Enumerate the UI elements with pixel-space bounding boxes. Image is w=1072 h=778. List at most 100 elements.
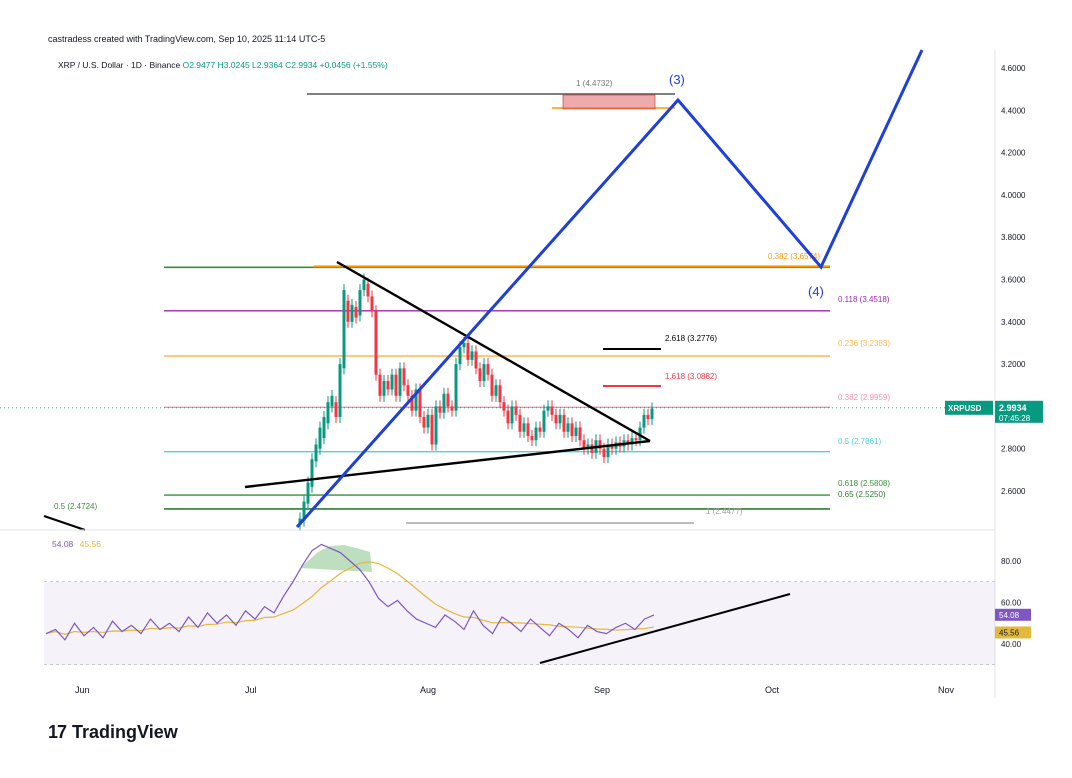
- candle-body: [486, 364, 490, 375]
- candle-body: [638, 427, 642, 441]
- price-tick-label: 4.0000: [1001, 191, 1026, 200]
- candle-body: [630, 438, 634, 445]
- candle-body: [522, 423, 526, 432]
- rsi-value-tag-label: 54.08: [999, 611, 1020, 620]
- extension-label: 2.618 (3.2776): [665, 334, 717, 343]
- rsi-tick-label: 40.00: [1001, 640, 1022, 649]
- candle-body: [570, 423, 574, 437]
- rsi-overbought-fill: [300, 545, 372, 572]
- rsi-legend: 54.08 45.56: [52, 539, 101, 549]
- candle-body: [322, 416, 326, 439]
- symbol-tag-label: XRPUSD: [948, 404, 982, 413]
- extension-label: 1.618 (3.0882): [665, 372, 717, 381]
- target-zone-box: [562, 94, 656, 110]
- symbol-tag-box: [945, 400, 993, 415]
- candle-body: [414, 389, 418, 411]
- price-tick-label: 3.8000: [1001, 233, 1026, 242]
- price-tick-label: 2.6000: [1001, 487, 1026, 496]
- price-tick-label: 4.6000: [1001, 64, 1026, 73]
- candle-body: [410, 395, 414, 411]
- candle-body: [374, 311, 378, 375]
- time-tick-label: Jun: [75, 685, 90, 695]
- trendline-fragment: [43, 515, 86, 531]
- price-tag-value: 2.9934: [999, 403, 1027, 413]
- rsi-ma-line: [45, 561, 655, 635]
- rsi-tick-label: 80.00: [1001, 557, 1022, 566]
- wave-label-3: (3): [669, 72, 685, 87]
- candle-body: [326, 402, 330, 424]
- candle-body: [598, 440, 602, 449]
- candle-body: [338, 364, 342, 417]
- candle-body: [386, 381, 390, 390]
- symbol-name: XRP / U.S. Dollar · 1D · Binance: [58, 60, 181, 70]
- fib-label: 0.65 (2.5250): [838, 490, 886, 499]
- candle-body: [646, 414, 650, 420]
- candle-body: [402, 368, 406, 386]
- candle-body: [606, 444, 610, 458]
- candle-body: [462, 342, 466, 348]
- candle-body: [610, 444, 614, 449]
- time-tick-label: Oct: [765, 685, 780, 695]
- candle-body: [434, 406, 438, 445]
- candle-body: [510, 406, 514, 424]
- candle-body: [602, 448, 606, 458]
- candle-body: [502, 402, 506, 411]
- candle-body: [454, 364, 458, 411]
- rsi-tick-label: 60.00: [1001, 599, 1022, 608]
- fib-label: 0.382 (3.6574): [768, 252, 820, 261]
- candle-body: [562, 414, 566, 432]
- price-tick-label: 3.4000: [1001, 318, 1026, 327]
- time-tick-label: Nov: [938, 685, 955, 695]
- candle-body: [586, 444, 590, 449]
- candle-body: [650, 408, 654, 420]
- candle-body: [490, 374, 494, 396]
- candle-body: [422, 416, 426, 428]
- candle-body: [418, 389, 422, 417]
- symbol-info: XRP / U.S. Dollar · 1D · Binance O2.9477…: [58, 60, 388, 70]
- candle-body: [554, 414, 558, 424]
- candle-body: [566, 423, 570, 432]
- candle-body: [542, 410, 546, 432]
- candle-body: [478, 368, 482, 382]
- candle-body: [466, 342, 470, 360]
- candle-body: [494, 385, 498, 396]
- candle-body: [474, 351, 478, 369]
- fib-label: 0.5 (2.7861): [838, 437, 881, 446]
- time-tick-label: Sep: [594, 685, 610, 695]
- candle-body: [306, 482, 310, 504]
- rsi-legend-value: 54.08: [52, 539, 74, 549]
- price-tick-label: 4.4000: [1001, 106, 1026, 115]
- candle-body: [346, 300, 350, 322]
- candle-body: [406, 385, 410, 396]
- candle-body: [530, 436, 534, 441]
- fib-label: 0.382 (2.9959): [838, 393, 890, 402]
- candle-body: [370, 296, 374, 312]
- fib-label: 1 (4.4732): [576, 79, 613, 88]
- candle-body: [342, 290, 346, 369]
- rsi-divergence-trendline: [539, 593, 791, 664]
- candle-body: [518, 414, 522, 432]
- candle-body: [450, 406, 454, 411]
- candle-body: [526, 423, 530, 437]
- candle-body: [582, 440, 586, 449]
- candle-body: [302, 501, 306, 521]
- candle-body: [354, 306, 358, 318]
- fib-label: 1 (2.4477): [706, 507, 743, 516]
- candle-body: [578, 427, 582, 441]
- rsi-ma-tag-label: 45.56: [999, 628, 1020, 637]
- fib-label: 0.5 (2.4724): [54, 502, 97, 511]
- candle-body: [514, 406, 518, 415]
- price-tick-label: 3.6000: [1001, 276, 1026, 285]
- price-tick-label: 3.2000: [1001, 360, 1026, 369]
- fib-label: 0.618 (2.5808): [838, 479, 890, 488]
- time-tick-label: Aug: [420, 685, 436, 695]
- candle-body: [470, 351, 474, 360]
- rsi-ma-tag: [995, 626, 1031, 639]
- candle-body: [394, 374, 398, 396]
- candle-body: [550, 406, 554, 415]
- time-tick-label: Jul: [245, 685, 257, 695]
- candle-body: [438, 406, 442, 413]
- candle-body: [390, 374, 394, 390]
- ohlc-values: O2.9477 H3.0245 L2.9364 C2.9934 +0.0456 …: [182, 60, 388, 70]
